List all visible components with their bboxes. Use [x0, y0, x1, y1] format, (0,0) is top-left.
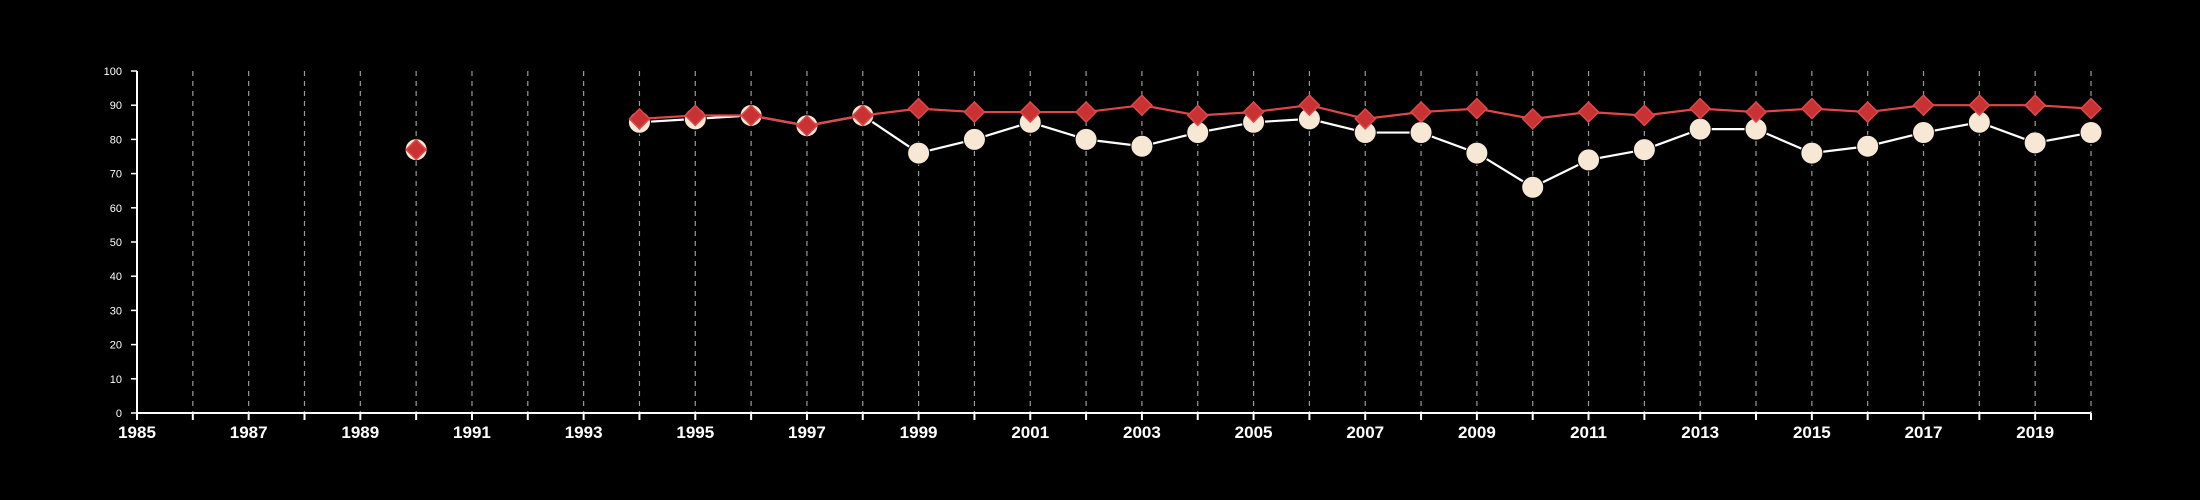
data-point-diamond	[1242, 100, 1265, 124]
data-point-diamond	[1298, 94, 1321, 117]
y-tick-label: 40	[110, 271, 122, 283]
data-point-circle	[1800, 141, 1824, 165]
x-tick-label: 2003	[1123, 423, 1161, 442]
x-tick-label: 1997	[788, 423, 826, 442]
x-tick-label: 2009	[1458, 423, 1496, 442]
data-point-diamond	[1968, 94, 1991, 117]
data-point-diamond	[1075, 100, 1098, 124]
y-tick-label: 60	[110, 203, 122, 215]
series-layer	[404, 94, 2103, 199]
x-tick-label: 1989	[341, 423, 379, 442]
data-point-circle	[1577, 148, 1601, 172]
data-point-circle	[1521, 175, 1545, 199]
data-point-circle	[1465, 141, 1489, 165]
data-point-diamond	[795, 114, 819, 137]
data-point-circle	[1856, 134, 1880, 158]
data-point-circle	[1409, 121, 1433, 145]
data-point-diamond	[1689, 97, 1712, 120]
data-point-diamond	[2079, 97, 2103, 120]
x-tick-label: 2001	[1011, 423, 1049, 442]
x-tick-label: 1987	[230, 423, 268, 442]
data-point-circle	[1074, 127, 1098, 151]
x-tick-label: 2013	[1681, 423, 1719, 442]
y-tick-label: 90	[110, 100, 122, 112]
data-point-diamond	[1465, 97, 1488, 120]
data-point-circle	[1130, 134, 1154, 158]
x-tick-label: 2005	[1235, 423, 1273, 442]
data-point-diamond	[1409, 100, 1433, 124]
data-point-diamond	[1744, 100, 1768, 124]
series-diamond	[405, 94, 2103, 161]
data-point-diamond	[1521, 107, 1544, 130]
data-point-diamond	[2024, 94, 2047, 117]
x-tick-label: 2015	[1793, 423, 1831, 442]
x-tick-label: 1993	[565, 423, 603, 442]
y-tick-label: 30	[110, 305, 122, 317]
y-tick-label: 50	[110, 237, 122, 249]
data-point-diamond	[851, 104, 874, 127]
data-point-diamond	[1856, 100, 1879, 124]
y-tick-label: 100	[104, 66, 122, 78]
y-tick-label: 10	[110, 374, 122, 386]
y-tick-label: 0	[116, 408, 122, 420]
data-point-diamond	[1186, 104, 1209, 127]
data-point-circle	[962, 127, 986, 151]
data-point-diamond	[907, 97, 930, 120]
data-point-diamond	[1633, 104, 1656, 127]
data-point-diamond	[1912, 94, 1935, 117]
data-point-diamond	[1130, 94, 1153, 117]
data-point-circle	[2079, 121, 2103, 145]
data-point-circle	[1688, 117, 1712, 141]
data-point-diamond	[1800, 97, 1823, 120]
data-point-circle	[2023, 131, 2047, 155]
data-point-diamond	[1354, 107, 1377, 130]
data-point-circle	[1912, 121, 1936, 145]
data-point-diamond	[684, 104, 707, 127]
x-tick-label: 2019	[2016, 423, 2054, 442]
data-point-diamond	[963, 100, 986, 124]
x-tick-label: 1999	[900, 423, 938, 442]
data-point-circle	[1632, 138, 1656, 162]
axes: 1985 1987 1989 1991 1993 1995 1997 1999 2001 2003…	[104, 66, 2092, 442]
gridlines	[192, 71, 2092, 413]
x-tick-label: 2011	[1570, 423, 1607, 442]
y-tick-label: 20	[110, 340, 122, 352]
data-point-diamond	[405, 138, 428, 161]
x-tick-label: 2007	[1346, 423, 1384, 442]
y-tick-label: 70	[110, 169, 122, 181]
data-point-diamond	[1577, 100, 1600, 124]
data-point-diamond	[1019, 100, 1042, 124]
data-point-diamond	[740, 104, 763, 127]
y-tick-label: 80	[110, 134, 122, 146]
data-point-diamond	[628, 107, 651, 130]
data-point-circle	[907, 141, 931, 165]
x-tick-label: 2017	[1905, 423, 1943, 442]
x-tick-label: 1995	[676, 423, 714, 442]
x-tick-label: 1985	[118, 423, 156, 442]
x-tick-label: 1991	[453, 423, 491, 442]
